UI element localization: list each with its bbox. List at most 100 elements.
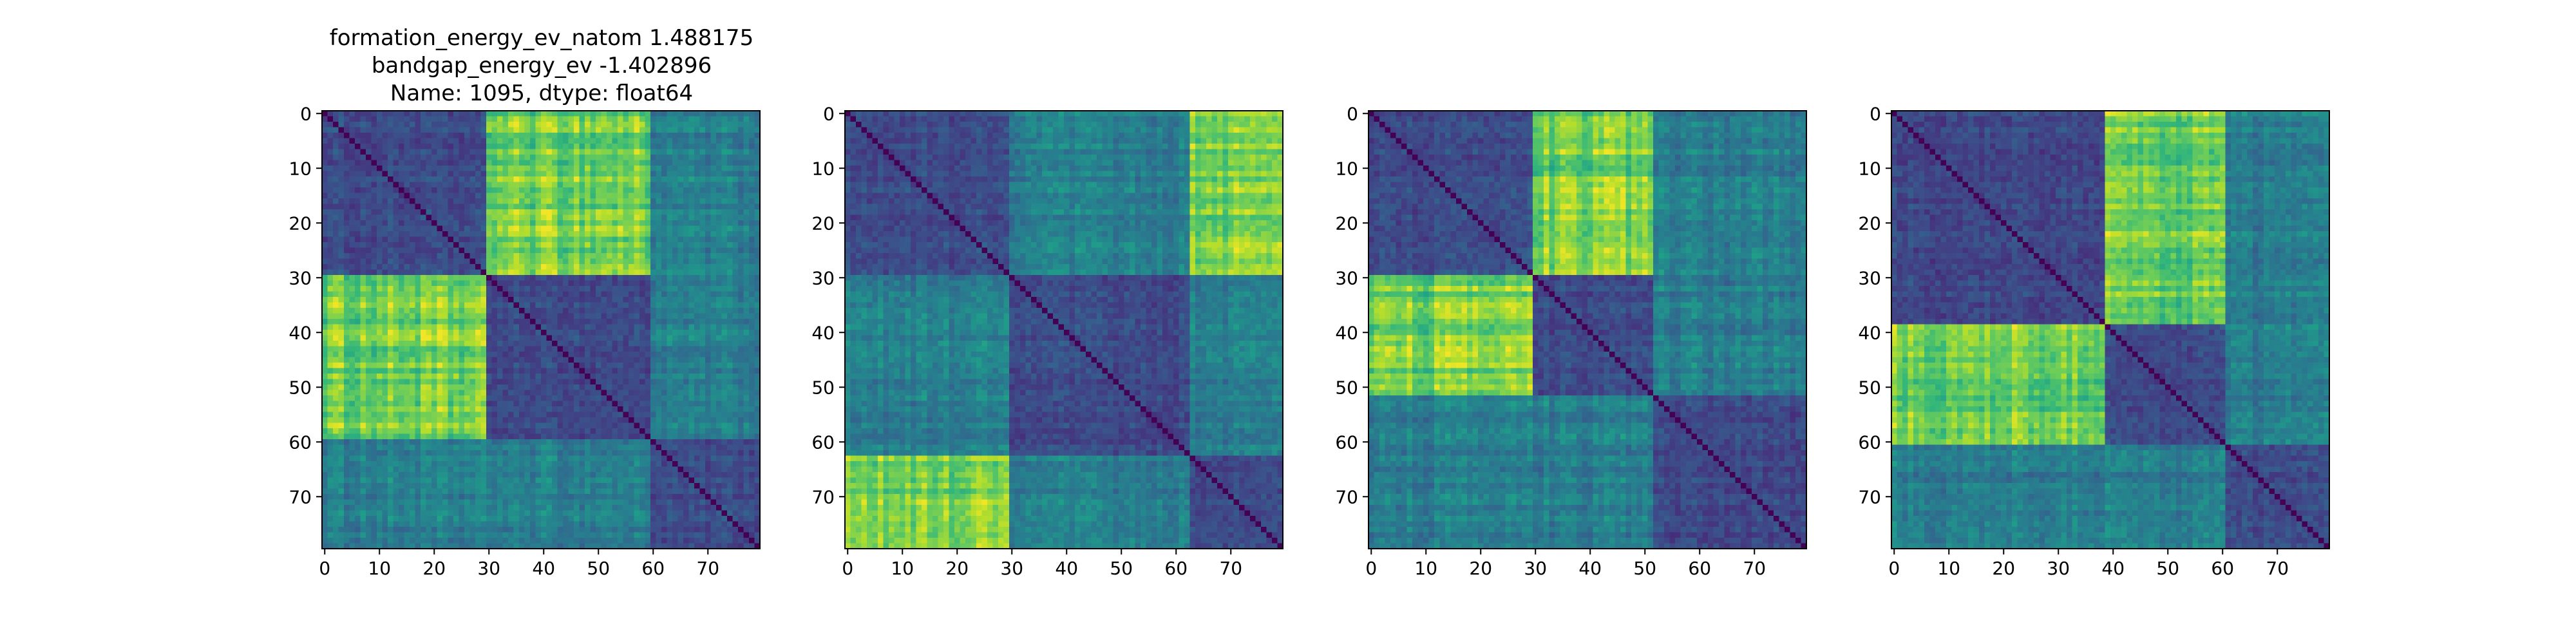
heatmap-cell [448, 138, 454, 144]
heatmap-cell [552, 204, 558, 210]
heatmap-cell [672, 215, 678, 221]
heatmap-cell [333, 259, 339, 265]
heatmap-cell [393, 149, 399, 155]
heatmap-cell [678, 138, 684, 144]
heatmap-cell [372, 319, 377, 325]
heatmap-cell [366, 198, 372, 204]
heatmap-cell [623, 133, 629, 138]
heatmap-cell [399, 248, 404, 254]
heatmap-cell [716, 193, 722, 199]
heatmap-cell [404, 182, 410, 188]
heatmap-cell [722, 292, 728, 298]
heatmap-cell [437, 176, 443, 182]
heatmap-cell [744, 182, 750, 188]
heatmap-cell [410, 253, 415, 259]
heatmap-cell [596, 237, 601, 243]
heatmap-cell [618, 220, 623, 226]
heatmap-cell [415, 292, 421, 298]
heatmap-cell [404, 149, 410, 155]
heatmap-cell [634, 176, 640, 182]
heatmap-cell [519, 275, 525, 281]
heatmap-cell [705, 149, 711, 155]
heatmap-cell [596, 149, 601, 155]
heatmap-cell [366, 117, 372, 122]
heatmap-cell [421, 242, 426, 248]
heatmap-cell [519, 314, 525, 319]
heatmap-cell [744, 138, 750, 144]
heatmap-cell [470, 292, 476, 298]
heatmap-cell [344, 314, 350, 319]
heatmap-cell [612, 231, 618, 237]
heatmap-cell [678, 187, 684, 193]
heatmap-cell [667, 133, 673, 138]
heatmap-cell [634, 314, 640, 319]
heatmap-cell [705, 297, 711, 303]
heatmap-cell [388, 319, 393, 325]
heatmap-cell [333, 226, 339, 232]
heatmap-cell [547, 264, 553, 270]
heatmap-cell [749, 226, 755, 232]
heatmap-cell [596, 117, 601, 122]
heatmap-cell [350, 275, 355, 281]
heatmap-cell [470, 133, 476, 138]
heatmap-cell [410, 237, 415, 243]
heatmap-cell [623, 215, 629, 221]
heatmap-cell [322, 248, 328, 254]
heatmap-cell [650, 204, 656, 210]
heatmap-cell [738, 149, 744, 155]
heatmap-cell [437, 231, 443, 237]
heatmap-cell [738, 176, 744, 182]
heatmap-cell [661, 297, 667, 303]
heatmap-cell [481, 155, 487, 160]
heatmap-cell [421, 182, 426, 188]
heatmap-cell [475, 286, 481, 292]
heatmap-cell [580, 215, 585, 221]
heatmap-cell [596, 215, 601, 221]
heatmap-cell [711, 292, 717, 298]
heatmap-cell [355, 242, 361, 248]
heatmap-cell [503, 198, 509, 204]
heatmap-cell [366, 144, 372, 149]
heatmap-cell [558, 231, 564, 237]
heatmap-cell [339, 160, 345, 166]
heatmap-cell [442, 204, 448, 210]
heatmap-cell [464, 259, 470, 265]
heatmap-cell [497, 122, 503, 128]
heatmap-cell [470, 204, 476, 210]
heatmap-cell [464, 297, 470, 303]
heatmap-cell [415, 303, 421, 308]
heatmap-cell [355, 128, 361, 133]
heatmap-cell [322, 308, 328, 314]
heatmap-cell [333, 215, 339, 221]
heatmap-cell [749, 128, 755, 133]
heatmap-cell [623, 166, 629, 171]
heatmap-cell [623, 117, 629, 122]
heatmap-cell [738, 226, 744, 232]
heatmap-cell [437, 308, 443, 314]
heatmap-cell [585, 149, 591, 155]
heatmap-cell [744, 209, 750, 215]
heatmap-cell [399, 303, 404, 308]
heatmap-cell [645, 308, 651, 314]
heatmap-cell [552, 303, 558, 308]
heatmap-cell [383, 314, 388, 319]
heatmap-cell [530, 160, 536, 166]
heatmap-cell [361, 292, 366, 298]
heatmap-cell [612, 122, 618, 128]
heatmap-cell [525, 242, 531, 248]
heatmap-cell [689, 187, 695, 193]
heatmap-cell [574, 308, 580, 314]
heatmap-cell [722, 117, 728, 122]
heatmap-cell [339, 209, 345, 215]
heatmap-cell [716, 149, 722, 155]
heatmap-cell [475, 259, 481, 265]
heatmap-cell [596, 187, 601, 193]
heatmap-cell [410, 117, 415, 122]
heatmap-cell [442, 160, 448, 166]
heatmap-cell [683, 303, 689, 308]
heatmap-cell [333, 155, 339, 160]
heatmap-cell [744, 160, 750, 166]
heatmap-cell [716, 133, 722, 138]
heatmap-cell [749, 308, 755, 314]
heatmap-cell [475, 117, 481, 122]
